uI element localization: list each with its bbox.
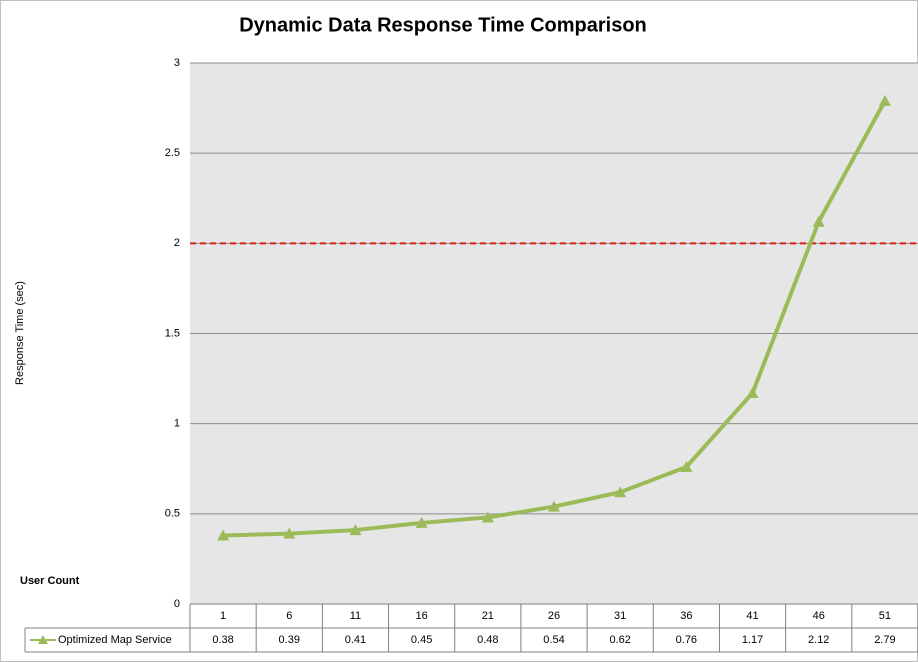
y-tick-label: 1.5	[165, 327, 180, 339]
x-tick-label: 6	[286, 610, 292, 622]
point-marker	[746, 387, 759, 399]
x-tick-label: 16	[416, 610, 428, 622]
chart-title: Dynamic Data Response Time Comparison	[239, 14, 647, 36]
table-value: 0.54	[543, 634, 564, 646]
table-value: 0.45	[411, 634, 432, 646]
table-value: 0.38	[212, 634, 233, 646]
x-tick-label: 1	[220, 610, 226, 622]
x-tick-label: 36	[680, 610, 692, 622]
point-marker	[878, 94, 891, 106]
point-marker	[548, 500, 560, 512]
y-tick-label: 3	[174, 57, 180, 69]
table-value: 0.62	[609, 634, 630, 646]
point-marker	[217, 529, 230, 541]
table-value: 0.48	[477, 634, 498, 646]
point-marker	[415, 516, 428, 528]
y-tick-label: 0.5	[165, 508, 180, 520]
table-value: 2.79	[874, 634, 895, 646]
legend-marker	[38, 635, 48, 644]
table-value: 0.41	[345, 634, 366, 646]
x-tick-label: 46	[813, 610, 825, 622]
table-value: 0.76	[676, 634, 697, 646]
y-tick-label: 1	[174, 418, 180, 430]
point-marker	[349, 524, 362, 536]
x-tick-label: 26	[548, 610, 560, 622]
x-axis-label: User Count	[20, 575, 80, 587]
x-tick-label: 31	[614, 610, 626, 622]
legend-label: Optimized Map Service	[58, 634, 172, 646]
y-axis-label: Response Time (sec)	[14, 281, 26, 385]
table-value: 2.12	[808, 634, 829, 646]
y-tick-label: 2	[174, 237, 180, 249]
point-marker	[481, 511, 494, 523]
x-tick-label: 11	[350, 610, 361, 622]
table-value: 1.17	[742, 634, 763, 646]
y-tick-label: 0	[174, 598, 180, 610]
x-tick-label: 51	[879, 610, 891, 622]
x-tick-label: 21	[482, 610, 494, 622]
point-marker	[614, 486, 627, 498]
x-tick-label: 41	[746, 610, 758, 622]
table-value: 0.39	[279, 634, 300, 646]
point-marker	[680, 460, 693, 472]
y-tick-label: 2.5	[165, 147, 180, 159]
point-marker	[283, 527, 296, 539]
point-marker	[812, 215, 825, 227]
